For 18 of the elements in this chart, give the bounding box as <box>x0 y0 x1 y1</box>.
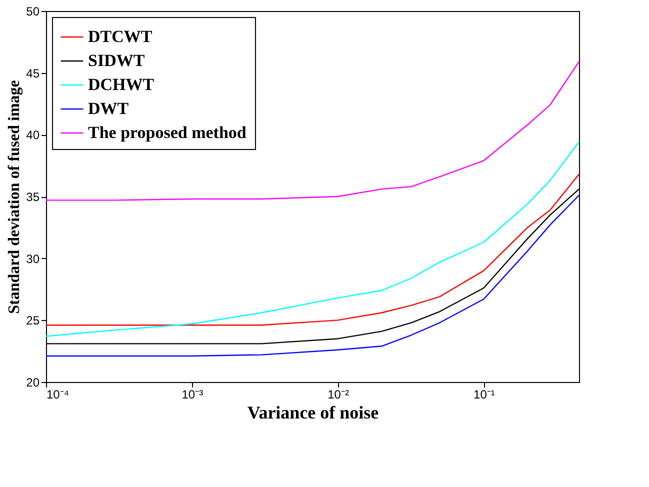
x-tick-label: 10⁻² <box>328 388 349 402</box>
legend-label: DCHWT <box>88 75 155 94</box>
legend-label: DWT <box>88 99 130 118</box>
y-tick-label: 45 <box>26 66 40 80</box>
legend-label: The proposed method <box>88 123 247 142</box>
legend-label: SIDWT <box>88 51 146 70</box>
legend-label: DTCWT <box>88 27 153 46</box>
y-tick-label: 20 <box>26 376 40 390</box>
y-tick-label: 30 <box>26 252 40 266</box>
x-tick-label: 10⁻¹ <box>474 388 495 402</box>
y-tick-label: 25 <box>26 314 40 328</box>
x-tick-label: 10⁻³ <box>182 388 204 402</box>
y-tick-label: 40 <box>26 128 40 142</box>
y-tick-label: 50 <box>26 4 40 18</box>
x-tick-label: 10⁻⁴ <box>46 388 70 402</box>
y-axis-title: Standard deviation of fused image <box>6 80 24 314</box>
y-tick-label: 35 <box>26 190 40 204</box>
x-axis-title: Variance of noise <box>247 402 379 422</box>
